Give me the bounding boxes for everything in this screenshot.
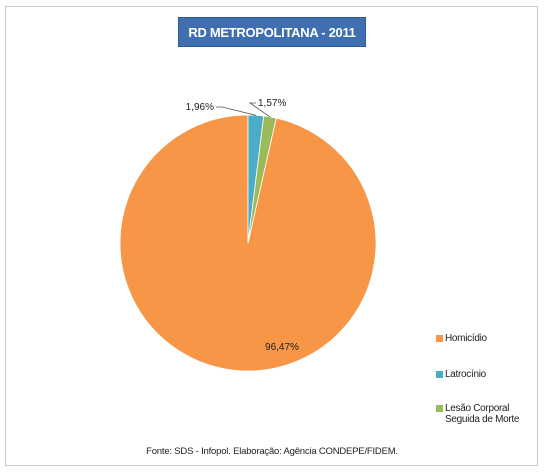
data-label-homicidio: 96,47%: [265, 342, 299, 353]
data-label-latrocinio: 1,96%: [186, 102, 214, 113]
data-label-lesao-corporal: 1,57%: [258, 98, 286, 109]
chart-title: RD METROPOLITANA - 2011: [178, 17, 366, 47]
leader-line-lesao-corporal: [248, 102, 271, 118]
source-footer: Fonte: SDS - Infopol. Elaboração: Agênci…: [146, 446, 398, 457]
leader-line-latrocinio: [216, 106, 256, 116]
